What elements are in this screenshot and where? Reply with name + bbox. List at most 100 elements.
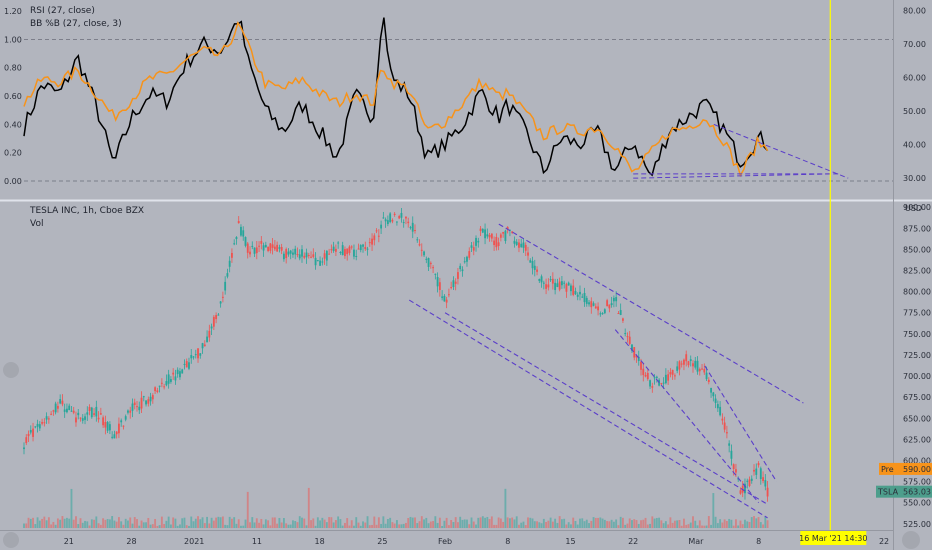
candle-body bbox=[393, 213, 396, 216]
volume-bar bbox=[429, 521, 432, 528]
candle-body bbox=[701, 368, 703, 370]
candle-body bbox=[81, 418, 84, 421]
volume-bar bbox=[41, 518, 44, 528]
candle-body bbox=[714, 398, 717, 403]
candle-body bbox=[371, 238, 373, 245]
volume-bar bbox=[233, 517, 236, 528]
volume-bar bbox=[240, 525, 242, 528]
candle-body bbox=[400, 212, 403, 218]
scroll-left-button[interactable] bbox=[3, 362, 19, 378]
volume-bar bbox=[316, 517, 319, 528]
candle-body bbox=[723, 422, 726, 430]
volume-bar bbox=[323, 519, 326, 528]
candle-body bbox=[79, 417, 82, 419]
candle-body bbox=[154, 387, 157, 392]
volume-bar bbox=[683, 518, 685, 528]
candle-body bbox=[84, 416, 86, 420]
volume-bar bbox=[72, 519, 75, 528]
volume-bar bbox=[330, 517, 333, 528]
candle-body bbox=[536, 269, 538, 272]
candle-body bbox=[312, 254, 315, 257]
volume-bar bbox=[445, 517, 448, 528]
candle-body bbox=[484, 229, 486, 239]
volume-bar bbox=[628, 518, 631, 528]
candle-body bbox=[601, 313, 604, 315]
volume-bar bbox=[122, 524, 125, 528]
volume-bar bbox=[741, 524, 744, 528]
candle-body bbox=[664, 374, 667, 384]
candle-body bbox=[450, 287, 453, 289]
price-trendline[interactable] bbox=[498, 223, 804, 404]
volume-bar bbox=[402, 523, 405, 528]
volume-bar bbox=[511, 517, 514, 528]
candle-body bbox=[551, 278, 554, 284]
volume-bar bbox=[375, 524, 378, 528]
candle-body bbox=[644, 375, 647, 377]
volume-bar bbox=[669, 517, 672, 528]
volume-bar bbox=[52, 521, 55, 528]
candle-body bbox=[549, 279, 552, 281]
volume-bar bbox=[398, 524, 401, 528]
candle-body bbox=[66, 408, 68, 413]
volume-bar bbox=[513, 519, 516, 528]
volume-bar bbox=[497, 517, 500, 528]
volume-bar bbox=[427, 523, 430, 528]
candle-body bbox=[199, 353, 202, 356]
candle-body bbox=[235, 237, 238, 240]
price-tick: 675.00 bbox=[903, 393, 931, 402]
price-trendline[interactable] bbox=[408, 299, 768, 519]
cursor-time-label: 16 Mar '21 14:30 bbox=[799, 534, 867, 543]
volume-bar bbox=[357, 522, 360, 528]
volume-bar bbox=[405, 522, 407, 528]
candle-body bbox=[475, 237, 477, 246]
rsi-left-tick: 0.20 bbox=[4, 149, 22, 158]
candle-body bbox=[533, 265, 536, 270]
candle-body bbox=[515, 241, 518, 245]
candle-body bbox=[359, 245, 362, 251]
rsi-right-tick: 80.00 bbox=[903, 7, 926, 16]
price-trendline[interactable] bbox=[704, 365, 778, 482]
candle-body bbox=[504, 230, 507, 242]
candle-body bbox=[662, 382, 665, 384]
volume-bar bbox=[585, 519, 588, 528]
volume-bar bbox=[341, 525, 344, 528]
candle-body bbox=[655, 376, 658, 378]
price-tick: 750.00 bbox=[903, 330, 931, 339]
candle-body bbox=[219, 301, 222, 304]
price-trendline[interactable] bbox=[614, 329, 760, 504]
reset-view-button[interactable] bbox=[3, 532, 19, 548]
candle-body bbox=[520, 243, 523, 248]
candle-body bbox=[174, 376, 177, 381]
candle-body bbox=[292, 252, 294, 255]
volume-bar bbox=[608, 521, 611, 528]
candle-body bbox=[576, 294, 579, 297]
candle-body bbox=[685, 354, 688, 362]
price-panel bbox=[23, 207, 804, 528]
volume-bar bbox=[529, 517, 532, 528]
candle-body bbox=[427, 258, 430, 267]
candle-body bbox=[418, 244, 421, 246]
settings-gear-icon[interactable] bbox=[902, 531, 920, 549]
candle-body bbox=[570, 285, 572, 292]
candle-body bbox=[294, 248, 297, 255]
rsi-right-tick: 50.00 bbox=[903, 107, 926, 116]
candle-body bbox=[287, 251, 290, 255]
candle-body bbox=[43, 422, 46, 424]
candle-body bbox=[603, 309, 606, 314]
candle-body bbox=[683, 359, 685, 365]
candle-body bbox=[38, 424, 41, 429]
candle-body bbox=[158, 385, 161, 387]
candle-body bbox=[355, 255, 358, 257]
volume-bar bbox=[739, 520, 742, 528]
candle-body bbox=[50, 413, 53, 415]
rsi-trendline[interactable] bbox=[713, 123, 849, 179]
grid bbox=[24, 39, 893, 182]
rsi-left-tick: 0.40 bbox=[4, 120, 22, 129]
candle-body bbox=[346, 248, 349, 255]
x-tick: 8 bbox=[756, 537, 761, 546]
rsi-trendline[interactable] bbox=[633, 173, 831, 179]
volume-bar bbox=[32, 517, 34, 528]
volume-bar bbox=[493, 524, 496, 528]
volume-bar bbox=[59, 519, 62, 528]
price-trendline[interactable] bbox=[444, 312, 768, 505]
